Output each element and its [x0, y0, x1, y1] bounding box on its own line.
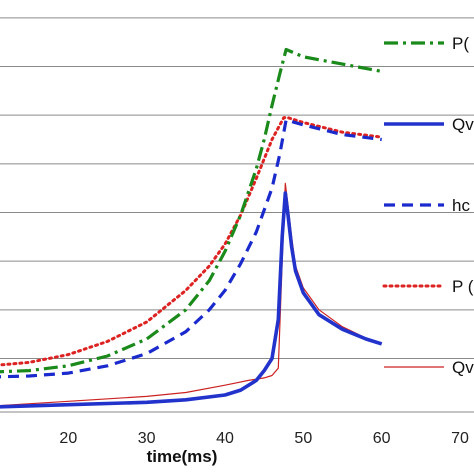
series-line-0 — [0, 47, 382, 374]
series-line-4 — [0, 182, 382, 407]
x-axis-ticks: 20 30 40 50 60 70 — [59, 430, 469, 447]
x-axis-label: time(ms) — [147, 447, 218, 466]
x-tick-label: 30 — [138, 430, 156, 447]
legend: P( Qv hc P ( Qv — [382, 34, 474, 377]
x-tick-label: 20 — [59, 430, 77, 447]
x-tick-label: 60 — [373, 430, 391, 447]
series-line-1 — [0, 191, 383, 409]
x-tick-label: 40 — [216, 430, 234, 447]
x-tick-label: 50 — [294, 430, 312, 447]
series-line-2 — [0, 118, 382, 379]
gridlines — [0, 17, 474, 413]
legend-label-3: P ( — [452, 277, 474, 296]
series-layer — [0, 47, 384, 409]
x-tick-label: 70 — [451, 430, 469, 447]
legend-label-4: Qv — [452, 358, 474, 377]
series-line-3 — [0, 116, 384, 367]
legend-label-1: Qv — [452, 115, 474, 134]
legend-label-0: P( — [452, 34, 469, 53]
legend-label-2: hc — [452, 196, 470, 215]
